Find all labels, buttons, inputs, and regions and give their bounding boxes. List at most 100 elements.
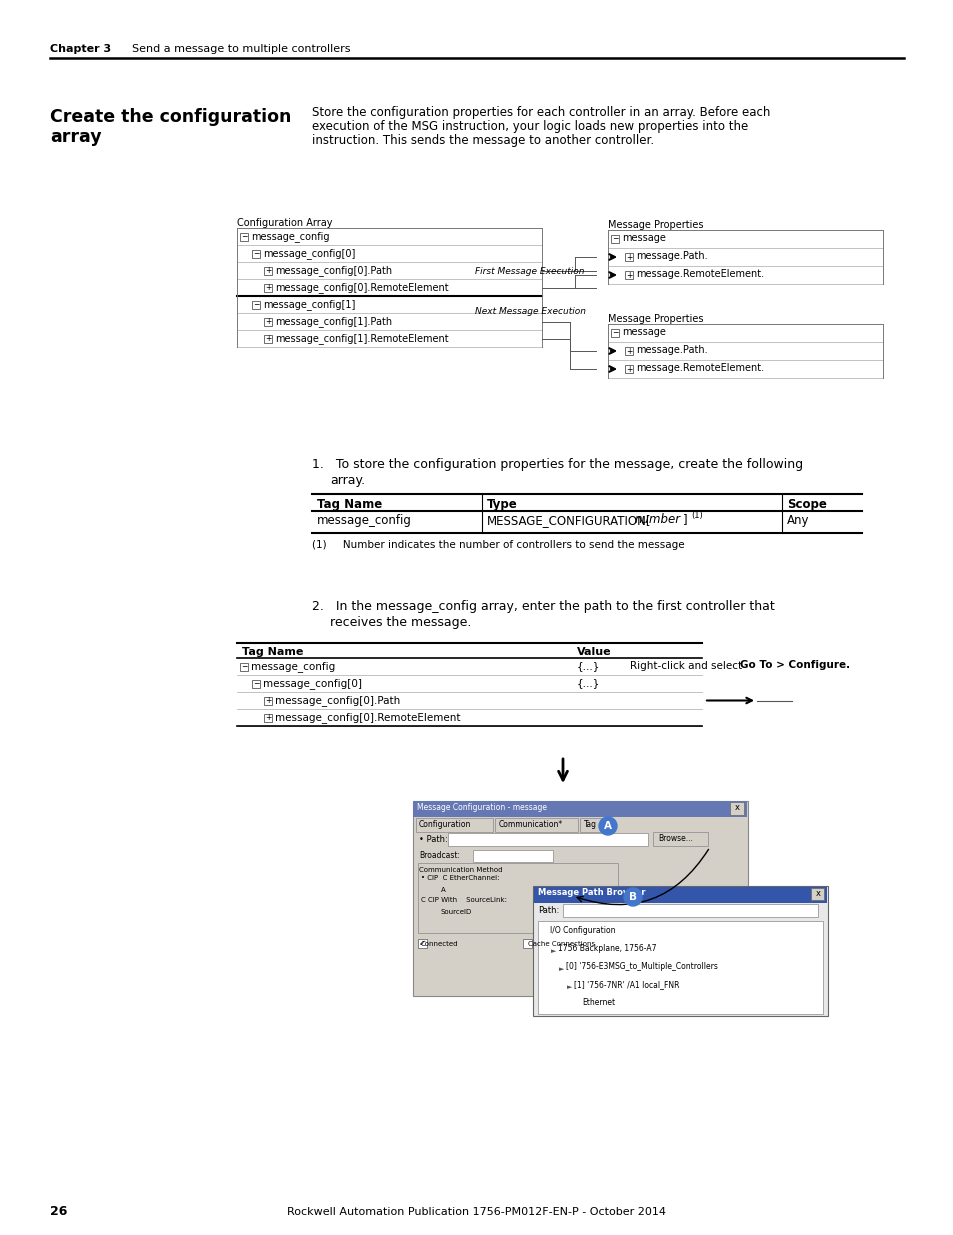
Text: (1)     Number indicates the number of controllers to send the message: (1) Number indicates the number of contr…: [312, 540, 684, 550]
Text: −: −: [611, 329, 618, 337]
Text: Create the configuration: Create the configuration: [50, 107, 291, 126]
Bar: [252, 679, 260, 688]
Text: Message Properties: Message Properties: [607, 314, 702, 324]
Text: message_config[0].Path: message_config[0].Path: [274, 266, 392, 275]
Text: [0] '756-E3MSG_to_Multiple_Controllers: [0] '756-E3MSG_to_Multiple_Controllers: [565, 962, 717, 971]
Bar: [562, 904, 817, 918]
Text: message_config[0]: message_config[0]: [263, 678, 361, 689]
Bar: [537, 921, 822, 1014]
Text: ►: ►: [551, 948, 556, 953]
Text: +: +: [625, 270, 632, 279]
Bar: [264, 697, 272, 704]
Text: [1] '756-7NR' /A1 local_FNR: [1] '756-7NR' /A1 local_FNR: [574, 981, 679, 989]
Text: C CIP With    SourceLink:: C CIP With SourceLink:: [420, 897, 506, 903]
Text: x: x: [815, 889, 821, 898]
Text: B: B: [628, 892, 637, 902]
Bar: [264, 335, 272, 342]
Bar: [413, 802, 746, 818]
Text: message.RemoteElement.: message.RemoteElement.: [636, 269, 763, 279]
Text: message_config[0].RemoteElement: message_config[0].RemoteElement: [274, 713, 460, 722]
Text: message_config[0].RemoteElement: message_config[0].RemoteElement: [274, 282, 448, 293]
Circle shape: [598, 818, 617, 835]
Bar: [624, 270, 633, 279]
Text: Value: Value: [577, 647, 611, 657]
Bar: [495, 818, 578, 832]
Text: −: −: [253, 300, 259, 309]
Bar: [652, 832, 707, 846]
Bar: [810, 888, 823, 900]
Text: message.Path.: message.Path.: [636, 345, 707, 354]
Text: +: +: [625, 364, 632, 373]
Text: {...}: {...}: [577, 661, 599, 671]
Bar: [264, 284, 272, 291]
Text: message_config: message_config: [316, 514, 412, 527]
Text: A: A: [440, 887, 445, 893]
Text: Path:: Path:: [537, 906, 558, 915]
Text: Connected: Connected: [420, 941, 458, 947]
Text: message_config[1].RemoteElement: message_config[1].RemoteElement: [274, 333, 448, 343]
Text: Communication Method: Communication Method: [418, 867, 502, 873]
Text: Right-click and select: Right-click and select: [629, 661, 744, 671]
Circle shape: [623, 888, 641, 906]
Text: array: array: [50, 128, 102, 146]
Text: +: +: [265, 713, 271, 722]
Text: −: −: [611, 235, 618, 243]
Text: Tag Name: Tag Name: [316, 498, 382, 511]
Text: Scope: Scope: [786, 498, 826, 511]
Text: Any: Any: [786, 514, 809, 527]
Bar: [240, 662, 248, 671]
Text: message_config[1].Path: message_config[1].Path: [274, 316, 392, 327]
Text: array.: array.: [330, 474, 365, 487]
Text: Message Path Browser: Message Path Browser: [537, 888, 645, 897]
Text: ✓: ✓: [418, 939, 426, 947]
Text: message_config[0]: message_config[0]: [263, 248, 355, 259]
Text: Tag Name: Tag Name: [242, 647, 303, 657]
Bar: [448, 832, 647, 846]
Text: SourceID: SourceID: [440, 909, 472, 915]
Text: Browse...: Browse...: [658, 834, 692, 844]
Text: 26: 26: [50, 1205, 68, 1218]
Text: Go To > Configure.: Go To > Configure.: [740, 659, 849, 671]
Text: 1756 Backplane, 1756-A7: 1756 Backplane, 1756-A7: [558, 944, 656, 953]
Text: message: message: [621, 327, 665, 337]
Text: message_config[1]: message_config[1]: [263, 299, 355, 310]
Bar: [579, 818, 602, 832]
Bar: [417, 939, 427, 948]
Text: message.RemoteElement.: message.RemoteElement.: [636, 363, 763, 373]
Text: Tag: Tag: [583, 820, 596, 829]
Text: Message Properties: Message Properties: [607, 220, 702, 230]
Bar: [264, 267, 272, 274]
Text: MESSAGE_CONFIGURATION[: MESSAGE_CONFIGURATION[: [486, 514, 651, 527]
Text: message_config: message_config: [251, 231, 329, 242]
Bar: [533, 885, 827, 1016]
Bar: [624, 253, 633, 261]
Text: message.Path.: message.Path.: [636, 251, 707, 261]
Text: instruction. This sends the message to another controller.: instruction. This sends the message to a…: [312, 135, 654, 147]
Text: −: −: [240, 662, 247, 671]
Bar: [624, 347, 633, 354]
Text: Ethernet: Ethernet: [581, 998, 615, 1007]
Text: +: +: [625, 252, 632, 262]
Bar: [264, 317, 272, 326]
Bar: [252, 300, 260, 309]
Text: ►: ►: [558, 966, 564, 972]
Text: Cache Connections: Cache Connections: [527, 941, 595, 947]
Bar: [413, 802, 747, 995]
Text: • Path:: • Path:: [418, 835, 447, 844]
Bar: [473, 850, 553, 862]
Bar: [534, 887, 826, 903]
Bar: [264, 714, 272, 721]
Text: Configuration: Configuration: [418, 820, 471, 829]
Text: +: +: [265, 333, 271, 343]
Text: x: x: [734, 803, 740, 811]
Bar: [729, 802, 743, 815]
Text: 1.   To store the configuration properties for the message, create the following: 1. To store the configuration properties…: [312, 458, 802, 471]
Text: I/O Configuration: I/O Configuration: [550, 926, 615, 935]
Text: −: −: [253, 249, 259, 258]
Text: (1): (1): [690, 511, 702, 520]
Text: −: −: [253, 679, 259, 688]
Text: {...}: {...}: [577, 678, 599, 688]
Text: • CIP  C EtherChannel:: • CIP C EtherChannel:: [420, 876, 499, 881]
Text: Chapter 3: Chapter 3: [50, 44, 111, 54]
Bar: [610, 235, 618, 243]
